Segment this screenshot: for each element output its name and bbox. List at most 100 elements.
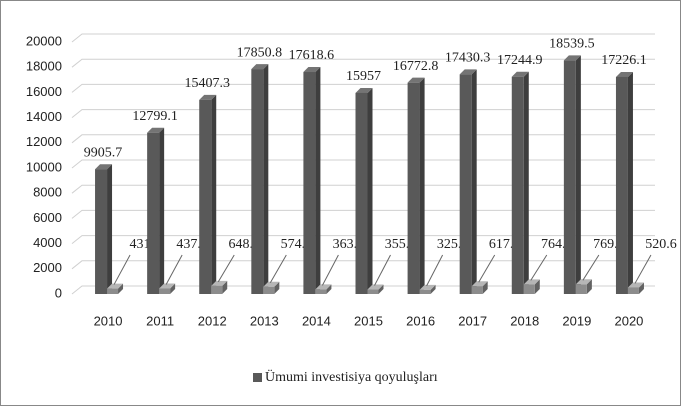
bar-side bbox=[534, 279, 540, 294]
y-tick-label: 6000 bbox=[33, 210, 62, 225]
bar-side bbox=[471, 69, 477, 294]
bar-top bbox=[471, 281, 488, 287]
bar-side bbox=[638, 282, 644, 294]
data-label: 16772.8 bbox=[393, 59, 439, 74]
bar bbox=[147, 132, 160, 294]
data-label: 15407.3 bbox=[184, 76, 230, 91]
leader-line bbox=[426, 254, 444, 287]
bar-side bbox=[586, 279, 592, 294]
bar-side bbox=[575, 55, 581, 295]
leader-line bbox=[582, 254, 600, 281]
bar-side bbox=[222, 280, 228, 294]
bar bbox=[263, 286, 275, 294]
bar bbox=[523, 284, 535, 294]
bar-side bbox=[118, 283, 124, 294]
data-label: 520.6 bbox=[645, 237, 677, 252]
bar bbox=[575, 284, 587, 294]
bar-side bbox=[274, 281, 280, 294]
bar-side bbox=[419, 77, 425, 294]
bar bbox=[459, 74, 472, 294]
y-tick-label: 14000 bbox=[26, 109, 62, 124]
leader-line bbox=[634, 254, 652, 284]
data-label: 18539.5 bbox=[549, 37, 595, 52]
bar-side bbox=[367, 87, 373, 294]
y-tick-label: 8000 bbox=[33, 185, 62, 200]
bar-top bbox=[627, 282, 644, 288]
bar bbox=[95, 169, 108, 294]
bar bbox=[407, 82, 420, 294]
legend-swatch bbox=[253, 373, 262, 382]
leader-line bbox=[269, 254, 287, 284]
leader-line bbox=[321, 254, 339, 286]
bar-side bbox=[211, 94, 217, 295]
bar bbox=[471, 286, 483, 294]
bar-top bbox=[251, 64, 269, 70]
data-label: 9905.7 bbox=[84, 145, 123, 160]
bar-side bbox=[627, 71, 633, 294]
y-tick-label: 16000 bbox=[26, 84, 62, 99]
bar-top bbox=[315, 284, 332, 290]
x-tick-label: 2018 bbox=[510, 313, 539, 328]
bar-top bbox=[575, 279, 592, 285]
bar-top bbox=[95, 164, 113, 170]
legend-label: Ümumi investisiya qoyuluşları bbox=[265, 368, 438, 385]
bar bbox=[159, 288, 171, 294]
bar bbox=[251, 69, 264, 294]
y-tick-label: 20000 bbox=[26, 33, 62, 48]
leader-line bbox=[113, 254, 131, 285]
leader-line bbox=[530, 254, 548, 281]
bar-top bbox=[263, 281, 280, 287]
bar-side bbox=[263, 64, 269, 294]
bar-side bbox=[159, 127, 165, 294]
bar bbox=[563, 60, 576, 295]
bar-side bbox=[378, 284, 384, 294]
bar-side bbox=[482, 281, 488, 294]
x-tick-label: 2012 bbox=[198, 313, 227, 328]
bar bbox=[419, 289, 431, 294]
leader-line bbox=[478, 254, 496, 283]
leader-line bbox=[374, 254, 391, 286]
bar-top bbox=[459, 69, 477, 75]
grid-line bbox=[71, 33, 655, 43]
x-tick-label: 2017 bbox=[458, 313, 487, 328]
grid-line bbox=[71, 58, 655, 68]
leader-line bbox=[217, 254, 235, 283]
bar bbox=[511, 76, 524, 294]
leader-line bbox=[165, 254, 183, 285]
y-tick-label: 4000 bbox=[33, 235, 62, 250]
bar-side bbox=[315, 67, 321, 294]
x-tick-label: 2019 bbox=[562, 313, 591, 328]
bar bbox=[367, 289, 379, 294]
bar bbox=[315, 289, 327, 294]
bar bbox=[303, 72, 316, 294]
y-tick-label: 2000 bbox=[33, 260, 62, 275]
bar-side bbox=[430, 284, 436, 294]
bar-top bbox=[107, 283, 124, 289]
data-label: 12799.1 bbox=[132, 109, 178, 124]
bar-side bbox=[107, 164, 113, 294]
bar-side bbox=[523, 71, 529, 294]
data-label: 17430.3 bbox=[445, 51, 491, 66]
data-label: 15957 bbox=[346, 69, 381, 84]
bar-top bbox=[511, 71, 529, 77]
data-label: 17618.6 bbox=[289, 48, 335, 63]
bar bbox=[199, 99, 212, 295]
x-tick-label: 2015 bbox=[354, 313, 383, 328]
x-tick-label: 2014 bbox=[302, 313, 331, 328]
data-label: 431 bbox=[130, 237, 151, 252]
data-label: 17226.1 bbox=[601, 53, 647, 68]
bar-top bbox=[303, 67, 321, 73]
bar-side bbox=[326, 284, 332, 294]
y-tick-label: 18000 bbox=[26, 59, 62, 74]
x-tick-label: 2020 bbox=[614, 313, 643, 328]
bar-top bbox=[159, 283, 176, 289]
bar-top bbox=[523, 279, 540, 285]
x-tick-label: 2010 bbox=[94, 313, 123, 328]
bar-top bbox=[563, 55, 581, 61]
y-tick-label: 12000 bbox=[26, 134, 62, 149]
bar bbox=[107, 288, 119, 294]
y-tick-label: 0 bbox=[55, 285, 62, 300]
x-tick-label: 2013 bbox=[250, 313, 279, 328]
bar bbox=[615, 76, 628, 294]
